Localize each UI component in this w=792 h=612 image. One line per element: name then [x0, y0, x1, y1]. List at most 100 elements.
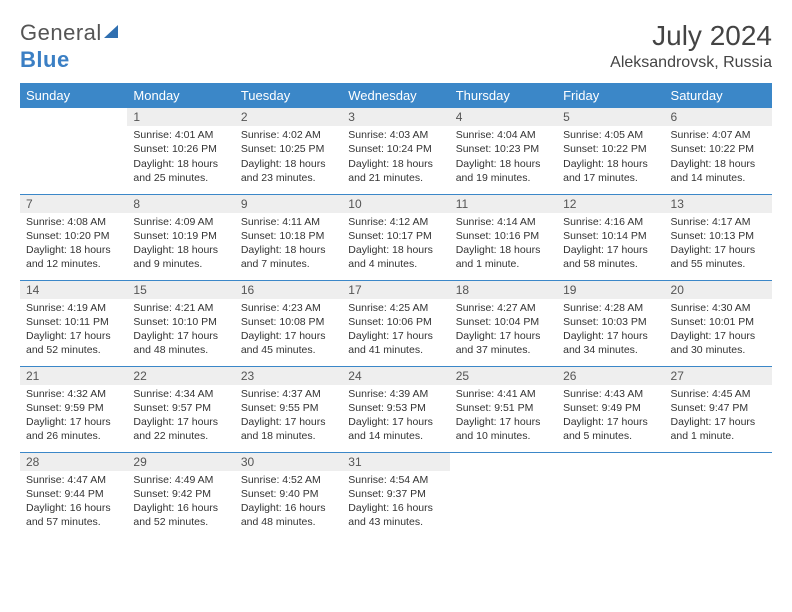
day-number: 16 — [235, 281, 342, 299]
day-details: Sunrise: 4:05 AMSunset: 10:22 PMDaylight… — [557, 126, 664, 189]
day-details: Sunrise: 4:49 AMSunset: 9:42 PMDaylight:… — [127, 471, 234, 534]
day-cell: 10Sunrise: 4:12 AMSunset: 10:17 PMDaylig… — [342, 194, 449, 280]
month-title: July 2024 — [610, 20, 772, 52]
brand-part2: Blue — [20, 47, 70, 72]
day-cell: 23Sunrise: 4:37 AMSunset: 9:55 PMDayligh… — [235, 366, 342, 452]
empty-day-cell — [450, 452, 557, 538]
day-cell: 22Sunrise: 4:34 AMSunset: 9:57 PMDayligh… — [127, 366, 234, 452]
calendar-table: Sunday Monday Tuesday Wednesday Thursday… — [20, 83, 772, 538]
day-cell: 2Sunrise: 4:02 AMSunset: 10:25 PMDayligh… — [235, 108, 342, 194]
day-cell: 9Sunrise: 4:11 AMSunset: 10:18 PMDayligh… — [235, 194, 342, 280]
day-number: 5 — [557, 108, 664, 126]
day-cell: 1Sunrise: 4:01 AMSunset: 10:26 PMDayligh… — [127, 108, 234, 194]
day-number: 11 — [450, 195, 557, 213]
day-details: Sunrise: 4:23 AMSunset: 10:08 PMDaylight… — [235, 299, 342, 362]
day-number: 3 — [342, 108, 449, 126]
calendar-body: 1Sunrise: 4:01 AMSunset: 10:26 PMDayligh… — [20, 108, 772, 538]
day-cell: 17Sunrise: 4:25 AMSunset: 10:06 PMDaylig… — [342, 280, 449, 366]
day-cell: 5Sunrise: 4:05 AMSunset: 10:22 PMDayligh… — [557, 108, 664, 194]
day-number: 10 — [342, 195, 449, 213]
day-cell: 14Sunrise: 4:19 AMSunset: 10:11 PMDaylig… — [20, 280, 127, 366]
empty-day-cell — [20, 108, 127, 194]
weekday-header: Wednesday — [342, 83, 449, 108]
day-details: Sunrise: 4:07 AMSunset: 10:22 PMDaylight… — [665, 126, 772, 189]
day-details: Sunrise: 4:09 AMSunset: 10:19 PMDaylight… — [127, 213, 234, 276]
day-details: Sunrise: 4:12 AMSunset: 10:17 PMDaylight… — [342, 213, 449, 276]
weekday-header-row: Sunday Monday Tuesday Wednesday Thursday… — [20, 83, 772, 108]
day-number: 8 — [127, 195, 234, 213]
day-number: 1 — [127, 108, 234, 126]
day-number: 27 — [665, 367, 772, 385]
day-number: 14 — [20, 281, 127, 299]
day-details: Sunrise: 4:47 AMSunset: 9:44 PMDaylight:… — [20, 471, 127, 534]
day-details: Sunrise: 4:43 AMSunset: 9:49 PMDaylight:… — [557, 385, 664, 448]
day-cell: 19Sunrise: 4:28 AMSunset: 10:03 PMDaylig… — [557, 280, 664, 366]
day-number: 9 — [235, 195, 342, 213]
day-details: Sunrise: 4:19 AMSunset: 10:11 PMDaylight… — [20, 299, 127, 362]
empty-day-cell — [557, 452, 664, 538]
day-number: 22 — [127, 367, 234, 385]
day-details: Sunrise: 4:45 AMSunset: 9:47 PMDaylight:… — [665, 385, 772, 448]
day-number: 18 — [450, 281, 557, 299]
title-block: July 2024 Aleksandrovsk, Russia — [610, 20, 772, 72]
day-cell: 24Sunrise: 4:39 AMSunset: 9:53 PMDayligh… — [342, 366, 449, 452]
day-cell: 27Sunrise: 4:45 AMSunset: 9:47 PMDayligh… — [665, 366, 772, 452]
calendar-row: 21Sunrise: 4:32 AMSunset: 9:59 PMDayligh… — [20, 366, 772, 452]
day-cell: 16Sunrise: 4:23 AMSunset: 10:08 PMDaylig… — [235, 280, 342, 366]
brand-name: GeneralBlue — [20, 20, 120, 73]
day-cell: 30Sunrise: 4:52 AMSunset: 9:40 PMDayligh… — [235, 452, 342, 538]
day-cell: 15Sunrise: 4:21 AMSunset: 10:10 PMDaylig… — [127, 280, 234, 366]
day-cell: 29Sunrise: 4:49 AMSunset: 9:42 PMDayligh… — [127, 452, 234, 538]
day-details: Sunrise: 4:03 AMSunset: 10:24 PMDaylight… — [342, 126, 449, 189]
day-cell: 11Sunrise: 4:14 AMSunset: 10:16 PMDaylig… — [450, 194, 557, 280]
day-details: Sunrise: 4:39 AMSunset: 9:53 PMDaylight:… — [342, 385, 449, 448]
day-details: Sunrise: 4:52 AMSunset: 9:40 PMDaylight:… — [235, 471, 342, 534]
day-number: 28 — [20, 453, 127, 471]
day-details: Sunrise: 4:41 AMSunset: 9:51 PMDaylight:… — [450, 385, 557, 448]
day-cell: 13Sunrise: 4:17 AMSunset: 10:13 PMDaylig… — [665, 194, 772, 280]
brand-part1: General — [20, 20, 102, 45]
day-cell: 26Sunrise: 4:43 AMSunset: 9:49 PMDayligh… — [557, 366, 664, 452]
day-cell: 7Sunrise: 4:08 AMSunset: 10:20 PMDayligh… — [20, 194, 127, 280]
day-number: 23 — [235, 367, 342, 385]
day-number: 19 — [557, 281, 664, 299]
day-details: Sunrise: 4:11 AMSunset: 10:18 PMDaylight… — [235, 213, 342, 276]
day-number: 12 — [557, 195, 664, 213]
day-number: 6 — [665, 108, 772, 126]
day-number: 17 — [342, 281, 449, 299]
day-number: 29 — [127, 453, 234, 471]
day-cell: 8Sunrise: 4:09 AMSunset: 10:19 PMDayligh… — [127, 194, 234, 280]
brand-logo: GeneralBlue — [20, 20, 120, 73]
day-number: 2 — [235, 108, 342, 126]
day-details: Sunrise: 4:34 AMSunset: 9:57 PMDaylight:… — [127, 385, 234, 448]
page-header: GeneralBlue July 2024 Aleksandrovsk, Rus… — [20, 20, 772, 73]
day-cell: 25Sunrise: 4:41 AMSunset: 9:51 PMDayligh… — [450, 366, 557, 452]
day-cell: 4Sunrise: 4:04 AMSunset: 10:23 PMDayligh… — [450, 108, 557, 194]
day-number: 25 — [450, 367, 557, 385]
day-number: 13 — [665, 195, 772, 213]
calendar-row: 1Sunrise: 4:01 AMSunset: 10:26 PMDayligh… — [20, 108, 772, 194]
calendar-row: 28Sunrise: 4:47 AMSunset: 9:44 PMDayligh… — [20, 452, 772, 538]
weekday-header: Thursday — [450, 83, 557, 108]
day-details: Sunrise: 4:32 AMSunset: 9:59 PMDaylight:… — [20, 385, 127, 448]
day-number: 24 — [342, 367, 449, 385]
weekday-header: Friday — [557, 83, 664, 108]
day-details: Sunrise: 4:54 AMSunset: 9:37 PMDaylight:… — [342, 471, 449, 534]
day-cell: 12Sunrise: 4:16 AMSunset: 10:14 PMDaylig… — [557, 194, 664, 280]
day-cell: 3Sunrise: 4:03 AMSunset: 10:24 PMDayligh… — [342, 108, 449, 194]
day-number: 30 — [235, 453, 342, 471]
empty-day-cell — [665, 452, 772, 538]
day-number: 15 — [127, 281, 234, 299]
day-number: 20 — [665, 281, 772, 299]
day-number: 21 — [20, 367, 127, 385]
day-number: 26 — [557, 367, 664, 385]
day-cell: 31Sunrise: 4:54 AMSunset: 9:37 PMDayligh… — [342, 452, 449, 538]
sail-icon — [102, 21, 120, 47]
calendar-row: 14Sunrise: 4:19 AMSunset: 10:11 PMDaylig… — [20, 280, 772, 366]
day-details: Sunrise: 4:16 AMSunset: 10:14 PMDaylight… — [557, 213, 664, 276]
day-details: Sunrise: 4:25 AMSunset: 10:06 PMDaylight… — [342, 299, 449, 362]
weekday-header: Saturday — [665, 83, 772, 108]
day-number: 7 — [20, 195, 127, 213]
location-label: Aleksandrovsk, Russia — [610, 54, 772, 72]
day-cell: 21Sunrise: 4:32 AMSunset: 9:59 PMDayligh… — [20, 366, 127, 452]
